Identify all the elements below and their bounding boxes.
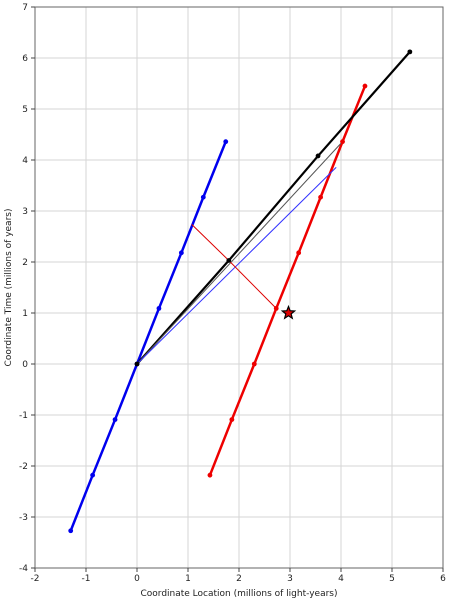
x-tick-label: -2 [31,574,40,584]
data-point [296,250,302,256]
x-tick-label: 0 [134,574,140,584]
y-tick-label: -1 [19,411,28,421]
y-tick-label: 3 [22,207,28,217]
data-point [207,472,213,478]
x-tick-label: 5 [389,574,395,584]
series-line-3 [136,141,344,365]
data-point [223,139,229,145]
y-tick-labels: -4 -3 -2 -1 0 1 2 3 4 5 6 7 [19,3,28,574]
x-tick-label: 3 [287,574,293,584]
markers-layer [68,49,413,534]
series-line-2 [135,50,411,366]
series-layer [69,50,411,533]
data-point [340,139,345,145]
y-tick-label: -3 [19,513,28,523]
y-tick-label: 2 [22,258,28,268]
y-tick-label: 6 [22,54,28,64]
data-point [200,194,206,200]
x-tick-label: 2 [236,574,242,584]
data-point [315,153,321,159]
y-tick-label: 1 [22,309,28,319]
series-line-0 [69,140,227,533]
x-tick-labels: -2 -1 0 1 2 3 4 5 6 [31,574,447,584]
data-point [112,417,118,422]
star-marker [280,304,297,320]
data-point [318,194,323,200]
x-tick-label: -1 [82,574,91,584]
data-point [229,417,235,422]
data-point [178,250,184,256]
series-line-1 [208,84,367,477]
data-point [134,361,140,367]
x-tick-label: 1 [185,574,191,584]
data-point [156,306,162,311]
y-tick-label: 7 [22,3,28,13]
y-tick-label: -4 [19,564,28,574]
data-point [90,472,96,478]
data-point [226,258,232,263]
ticks-layer [31,6,444,572]
star-layer [280,304,297,320]
data-point [251,361,257,367]
data-point [68,528,74,534]
y-tick-label: -2 [19,462,28,472]
y-axis-title: Coordinate Time (millions of years) [4,209,14,367]
x-axis-title: Coordinate Location (millions of light-y… [140,589,337,599]
x-tick-label: 4 [338,574,344,584]
x-tick-label: 6 [440,574,446,584]
data-point [273,306,279,311]
series-line-4 [136,167,337,365]
y-tick-label: 5 [22,105,28,115]
gridlines [34,6,444,569]
data-point [407,49,413,55]
data-point [362,83,368,89]
y-tick-label: 4 [22,156,28,166]
y-tick-label: 0 [22,360,28,370]
